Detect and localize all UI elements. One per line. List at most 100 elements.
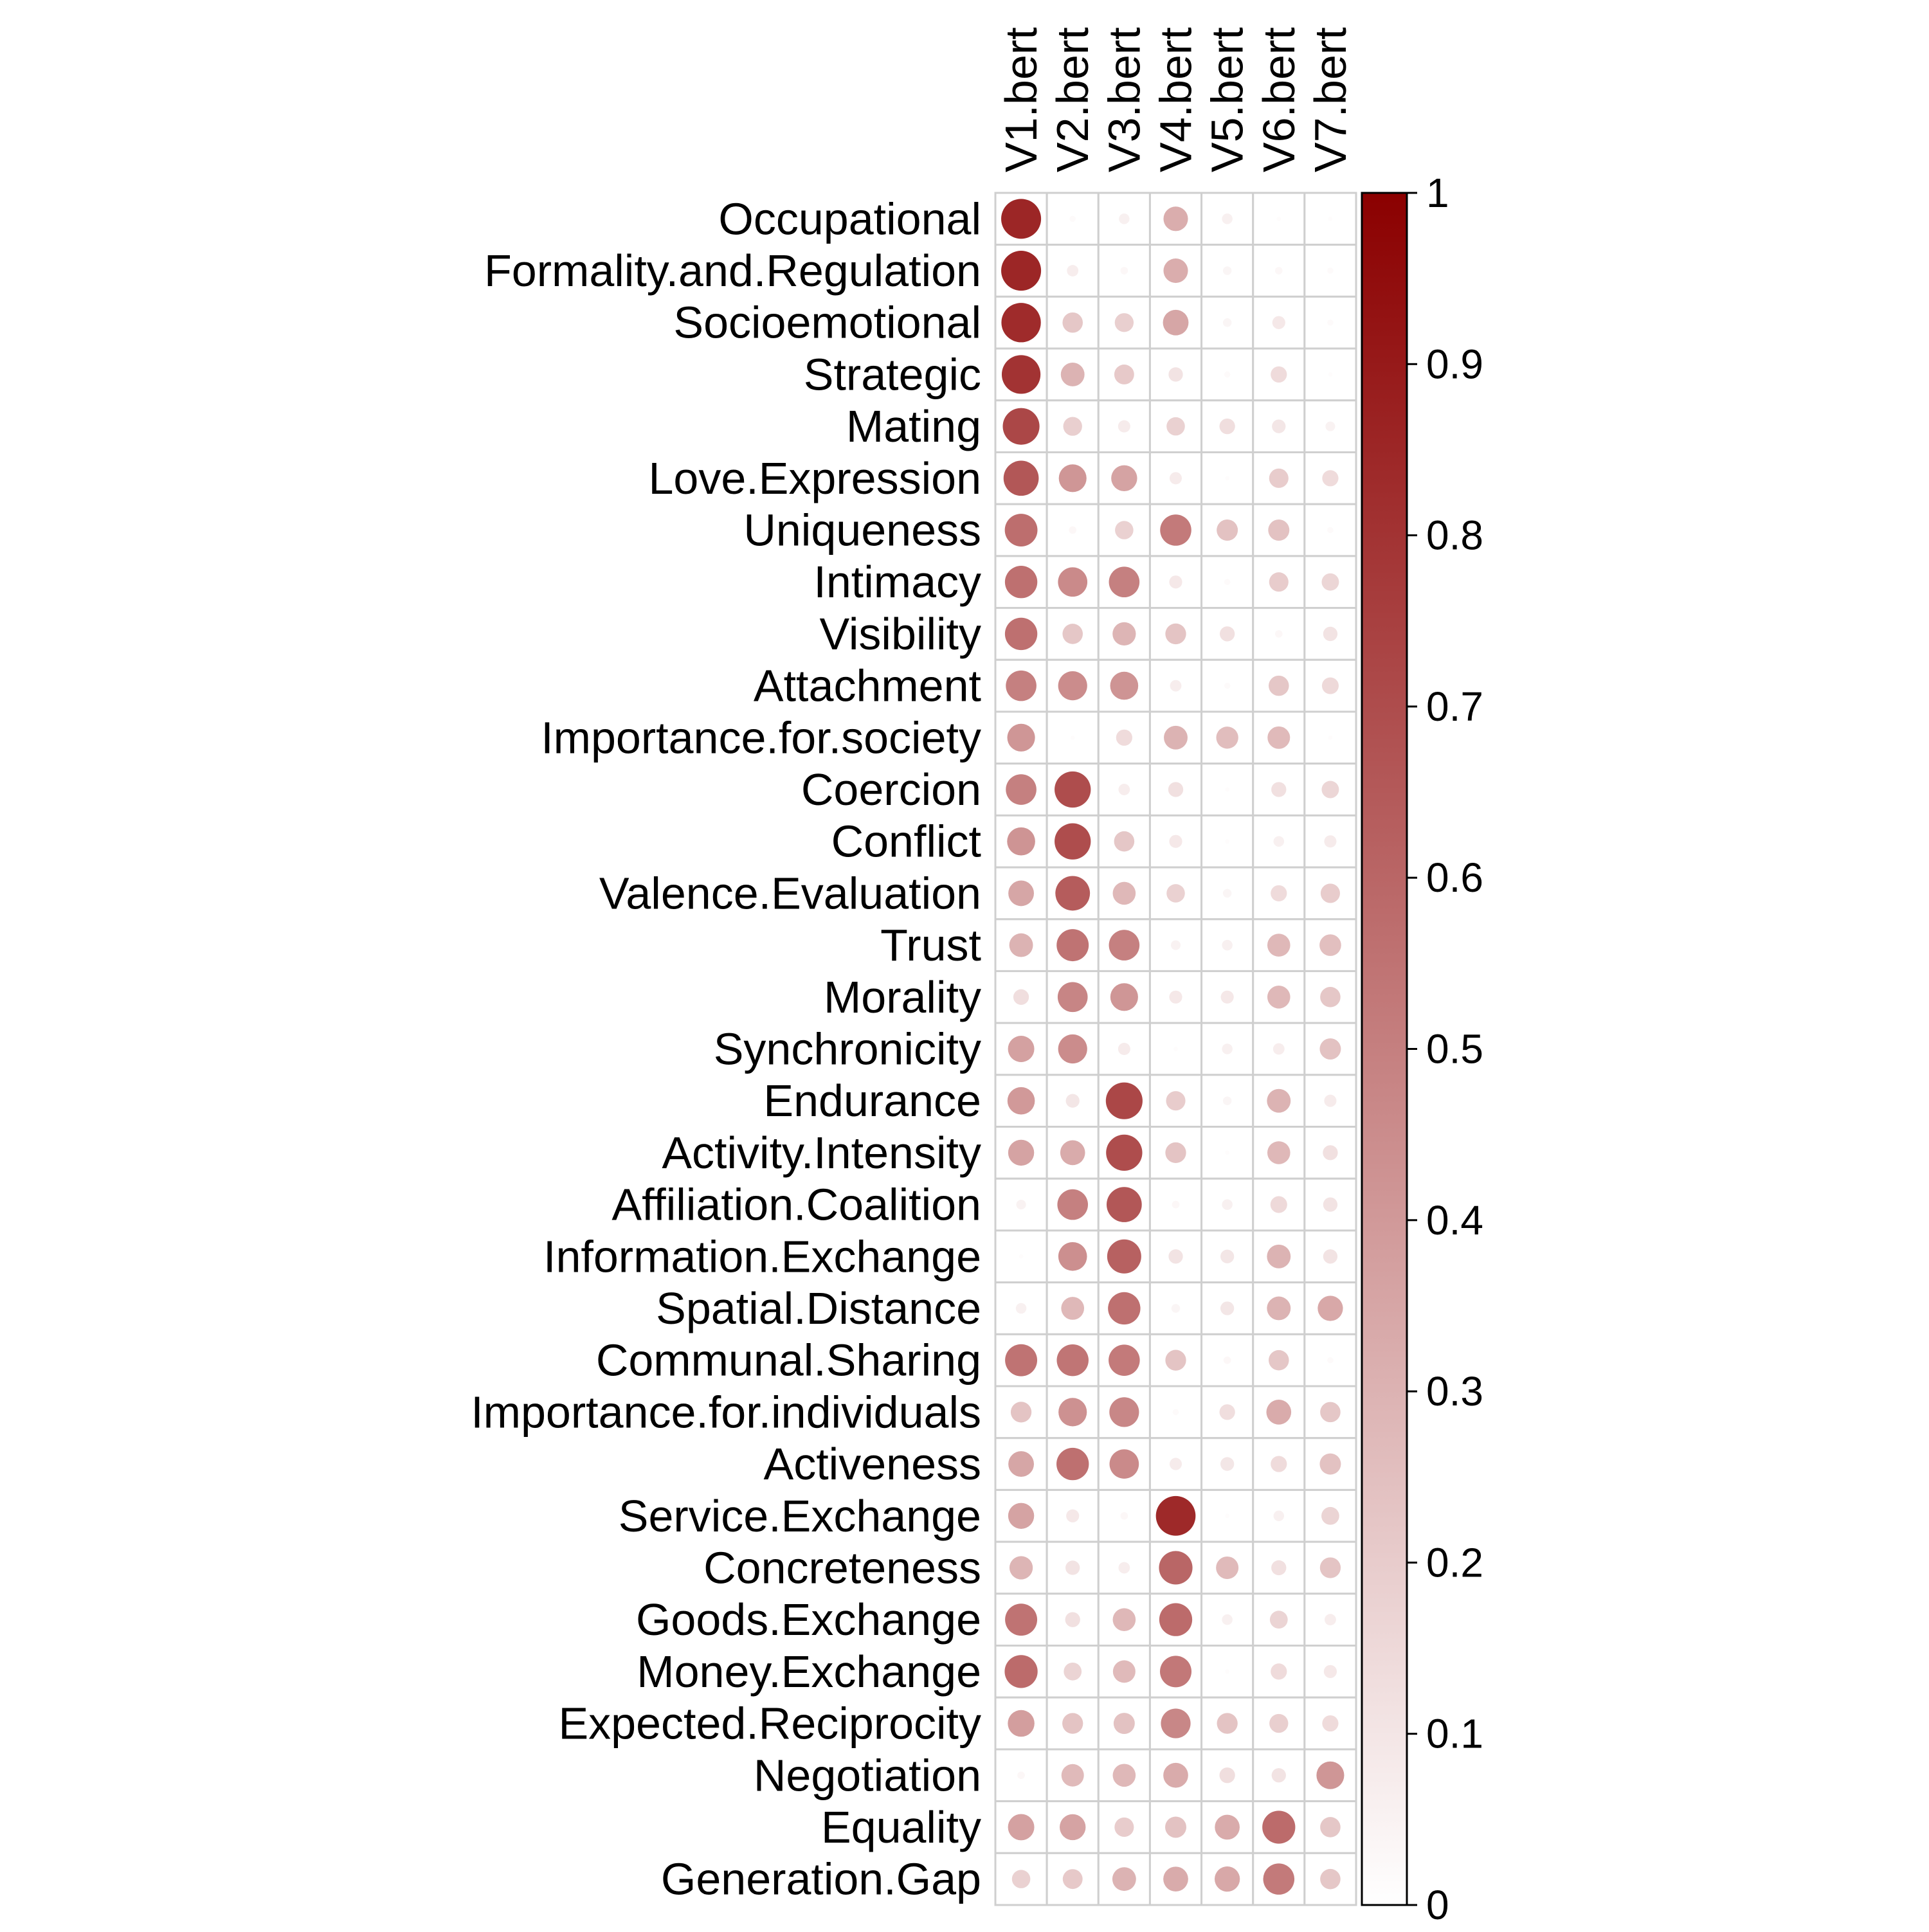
correlation-dot <box>1112 1608 1136 1631</box>
correlation-dot <box>1008 1710 1035 1737</box>
correlation-dot <box>1107 1239 1141 1274</box>
correlation-dot <box>1106 1134 1143 1171</box>
correlation-dot <box>1009 1556 1033 1580</box>
correlation-dot <box>1056 1344 1089 1377</box>
correlation-dot <box>1005 1344 1038 1377</box>
correlation-dot <box>1225 1513 1230 1519</box>
correlation-dot <box>1324 1094 1337 1107</box>
correlation-dot <box>1318 1296 1343 1321</box>
correlation-dot <box>1322 1715 1339 1732</box>
column-label: V2.bert <box>1047 27 1098 172</box>
correlation-dot <box>1222 1614 1233 1625</box>
colorbar-tick-label: 0.3 <box>1426 1368 1483 1414</box>
correlation-dot <box>1327 1357 1334 1364</box>
row-label: Affiliation.Coalition <box>611 1180 981 1230</box>
correlation-dot <box>1222 266 1232 275</box>
colorbar: 1 0.9 0.8 0.7 0.6 0.5 0.4 0.3 0.2 0.1 0 <box>1361 170 1483 1928</box>
correlation-dot <box>1057 1189 1089 1220</box>
correlation-dot <box>1270 1196 1287 1213</box>
correlation-dot <box>1070 735 1075 740</box>
row-label: Equality <box>821 1802 981 1852</box>
correlation-dot <box>1017 1771 1025 1780</box>
correlation-dot <box>1220 1301 1235 1315</box>
row-label: Goods.Exchange <box>636 1594 981 1645</box>
correlation-circles <box>1001 199 1345 1895</box>
correlation-dot <box>1015 1303 1027 1314</box>
correlation-dot <box>1063 417 1082 436</box>
correlation-dot <box>1222 939 1233 951</box>
correlation-dot <box>1173 1047 1178 1051</box>
correlation-dot <box>1323 1665 1337 1678</box>
colorbar-tick-label: 0.7 <box>1426 683 1483 730</box>
correlation-dot <box>1169 1458 1182 1470</box>
row-label: Valence.Evaluation <box>599 868 981 918</box>
column-label: V1.bert <box>996 27 1046 172</box>
correlation-dot <box>1225 839 1230 844</box>
correlation-dot <box>1005 1603 1038 1636</box>
correlation-dot <box>1222 1043 1233 1054</box>
correlation-dot <box>1165 1142 1186 1164</box>
correlation-dot <box>1004 1655 1038 1688</box>
colorbar-gradient <box>1361 192 1408 1906</box>
correlation-dot <box>1220 1249 1235 1263</box>
correlation-dot <box>1225 1150 1230 1155</box>
correlation-dot <box>1172 1409 1179 1416</box>
colorbar-tick-label: 0.8 <box>1426 512 1483 559</box>
correlation-dot <box>1006 774 1037 805</box>
column-label: V6.bert <box>1254 27 1304 172</box>
row-label: Love.Expression <box>648 453 981 503</box>
colorbar-tick-label: 0.1 <box>1426 1711 1483 1757</box>
row-label: Importance.for.society <box>541 712 981 763</box>
correlation-dot <box>1320 883 1340 903</box>
row-label: Concreteness <box>703 1542 981 1593</box>
correlation-dot <box>1216 727 1238 749</box>
correlation-dot <box>1114 1817 1134 1837</box>
row-label: Mating <box>846 401 981 451</box>
correlation-dot <box>1057 982 1088 1013</box>
correlation-dot <box>1006 670 1037 701</box>
correlation-dot <box>1019 1254 1024 1259</box>
correlation-dot <box>1016 1200 1026 1210</box>
correlation-dot <box>1222 889 1232 898</box>
correlation-dot <box>1222 318 1232 327</box>
correlation-dot <box>1114 313 1134 332</box>
correlation-dot <box>1169 835 1182 848</box>
correlation-dot <box>1004 566 1038 599</box>
correlation-dot <box>1120 267 1128 275</box>
correlation-dot <box>1327 527 1334 534</box>
correlation-dot <box>1062 1869 1083 1890</box>
correlation-dot <box>1010 1402 1032 1423</box>
correlation-dot <box>1011 1870 1031 1888</box>
correlation-dot <box>1058 1241 1087 1271</box>
correlation-dot <box>1322 470 1339 487</box>
correlation-dot <box>1109 930 1140 961</box>
colorbar-tick-label: 0.2 <box>1426 1539 1483 1585</box>
correlation-dot <box>1165 623 1186 645</box>
correlation-dot <box>1320 1817 1341 1837</box>
row-label: Strategic <box>804 349 981 399</box>
grid-cell <box>1303 1126 1357 1180</box>
correlation-dot <box>1163 1762 1188 1788</box>
correlation-dot <box>1055 823 1091 860</box>
correlation-dot <box>1118 420 1130 433</box>
correlation-dot <box>1118 1562 1130 1574</box>
row-label: Socioemotional <box>673 298 981 348</box>
correlation-dot <box>1166 1091 1186 1111</box>
correlation-dot <box>1268 519 1290 541</box>
correlation-dot <box>1001 251 1042 291</box>
correlation-dot <box>1170 680 1182 692</box>
correlation-dot <box>1269 572 1289 592</box>
correlation-dot <box>1168 1249 1183 1264</box>
correlation-dot <box>1262 1810 1296 1844</box>
correlation-dot <box>1271 1560 1287 1576</box>
correlation-dot <box>1219 1767 1235 1783</box>
correlation-dot <box>1323 626 1338 642</box>
correlation-dot <box>1276 216 1281 221</box>
correlation-dot <box>1001 199 1042 239</box>
correlation-dot <box>1325 421 1336 431</box>
correlation-dot <box>1008 880 1034 907</box>
correlation-dot <box>1328 216 1333 221</box>
correlation-dot <box>1224 579 1231 585</box>
correlation-dot <box>1220 990 1234 1004</box>
